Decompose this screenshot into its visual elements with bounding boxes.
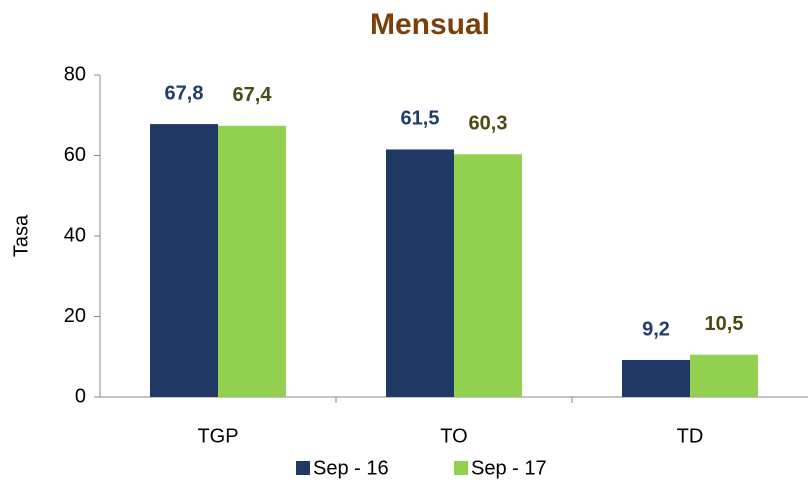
bar — [386, 149, 454, 397]
value-label: 9,2 — [642, 318, 670, 340]
bar — [150, 124, 218, 397]
legend-label: Sep - 17 — [471, 457, 547, 479]
value-label: 60,3 — [469, 113, 508, 135]
value-label: 61,5 — [401, 108, 440, 130]
y-tick-label: 60 — [64, 144, 86, 166]
y-tick-label: 80 — [64, 63, 86, 85]
y-axis-label: Tasa — [10, 214, 32, 257]
y-tick-label: 40 — [64, 224, 86, 246]
bar — [218, 125, 286, 397]
value-label: 67,8 — [165, 82, 204, 104]
x-tick-label: TO — [440, 425, 467, 447]
chart-title: Mensual — [370, 8, 490, 41]
y-tick-label: 20 — [64, 305, 86, 327]
y-tick-label: 0 — [75, 385, 86, 407]
bar — [454, 154, 522, 397]
legend-swatch — [454, 461, 468, 475]
x-tick-label: TGP — [197, 425, 238, 447]
legend-swatch — [296, 461, 310, 475]
x-tick-label: TD — [677, 425, 704, 447]
value-label: 67,4 — [233, 84, 273, 106]
bar — [690, 354, 758, 397]
value-label: 10,5 — [705, 313, 744, 335]
legend-label: Sep - 16 — [313, 457, 389, 479]
bar — [622, 359, 690, 397]
